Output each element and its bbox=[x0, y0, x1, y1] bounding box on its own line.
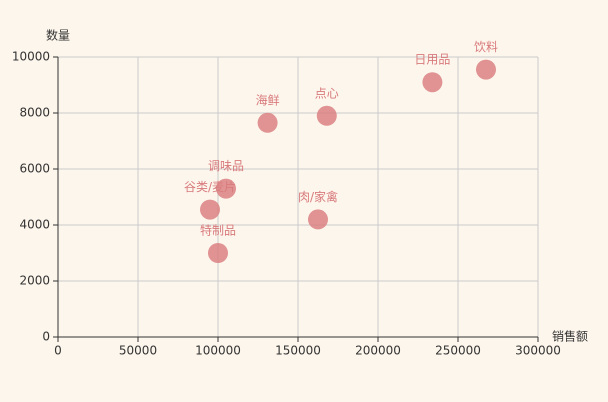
x-tick-label: 200000 bbox=[355, 344, 401, 358]
y-axis-label: 数量 bbox=[46, 28, 70, 43]
y-tick-label: 6000 bbox=[19, 162, 50, 176]
x-tick-label: 150000 bbox=[275, 344, 321, 358]
point bbox=[257, 112, 278, 133]
x-tick-label: 0 bbox=[54, 344, 62, 358]
point-label: 特制品 bbox=[200, 223, 236, 238]
x-tick-label: 50000 bbox=[119, 344, 157, 358]
x-tick-label: 100000 bbox=[195, 344, 241, 358]
y-tick-label: 8000 bbox=[19, 106, 50, 120]
point bbox=[476, 59, 496, 80]
x-axis-label: 销售额 bbox=[552, 329, 588, 344]
point bbox=[208, 243, 228, 263]
point-label: 海鲜 bbox=[256, 92, 280, 107]
y-tick-label: 0 bbox=[42, 330, 50, 344]
point-label: 点心 bbox=[315, 86, 339, 100]
point bbox=[422, 72, 443, 93]
point bbox=[200, 199, 220, 220]
point-label: 饮料 bbox=[474, 40, 498, 54]
point bbox=[316, 105, 337, 126]
y-tick-label: 4000 bbox=[19, 218, 50, 232]
point-label: 调味品 bbox=[208, 159, 244, 173]
point bbox=[308, 209, 328, 230]
y-tick-label: 10000 bbox=[12, 50, 50, 64]
point-label: 日用品 bbox=[414, 53, 450, 67]
point bbox=[216, 178, 236, 199]
x-tick-label: 250000 bbox=[435, 344, 481, 358]
y-tick-label: 2000 bbox=[19, 274, 50, 288]
point-label: 肉/家禽 bbox=[298, 189, 338, 204]
x-tick-label: 300000 bbox=[515, 344, 561, 358]
